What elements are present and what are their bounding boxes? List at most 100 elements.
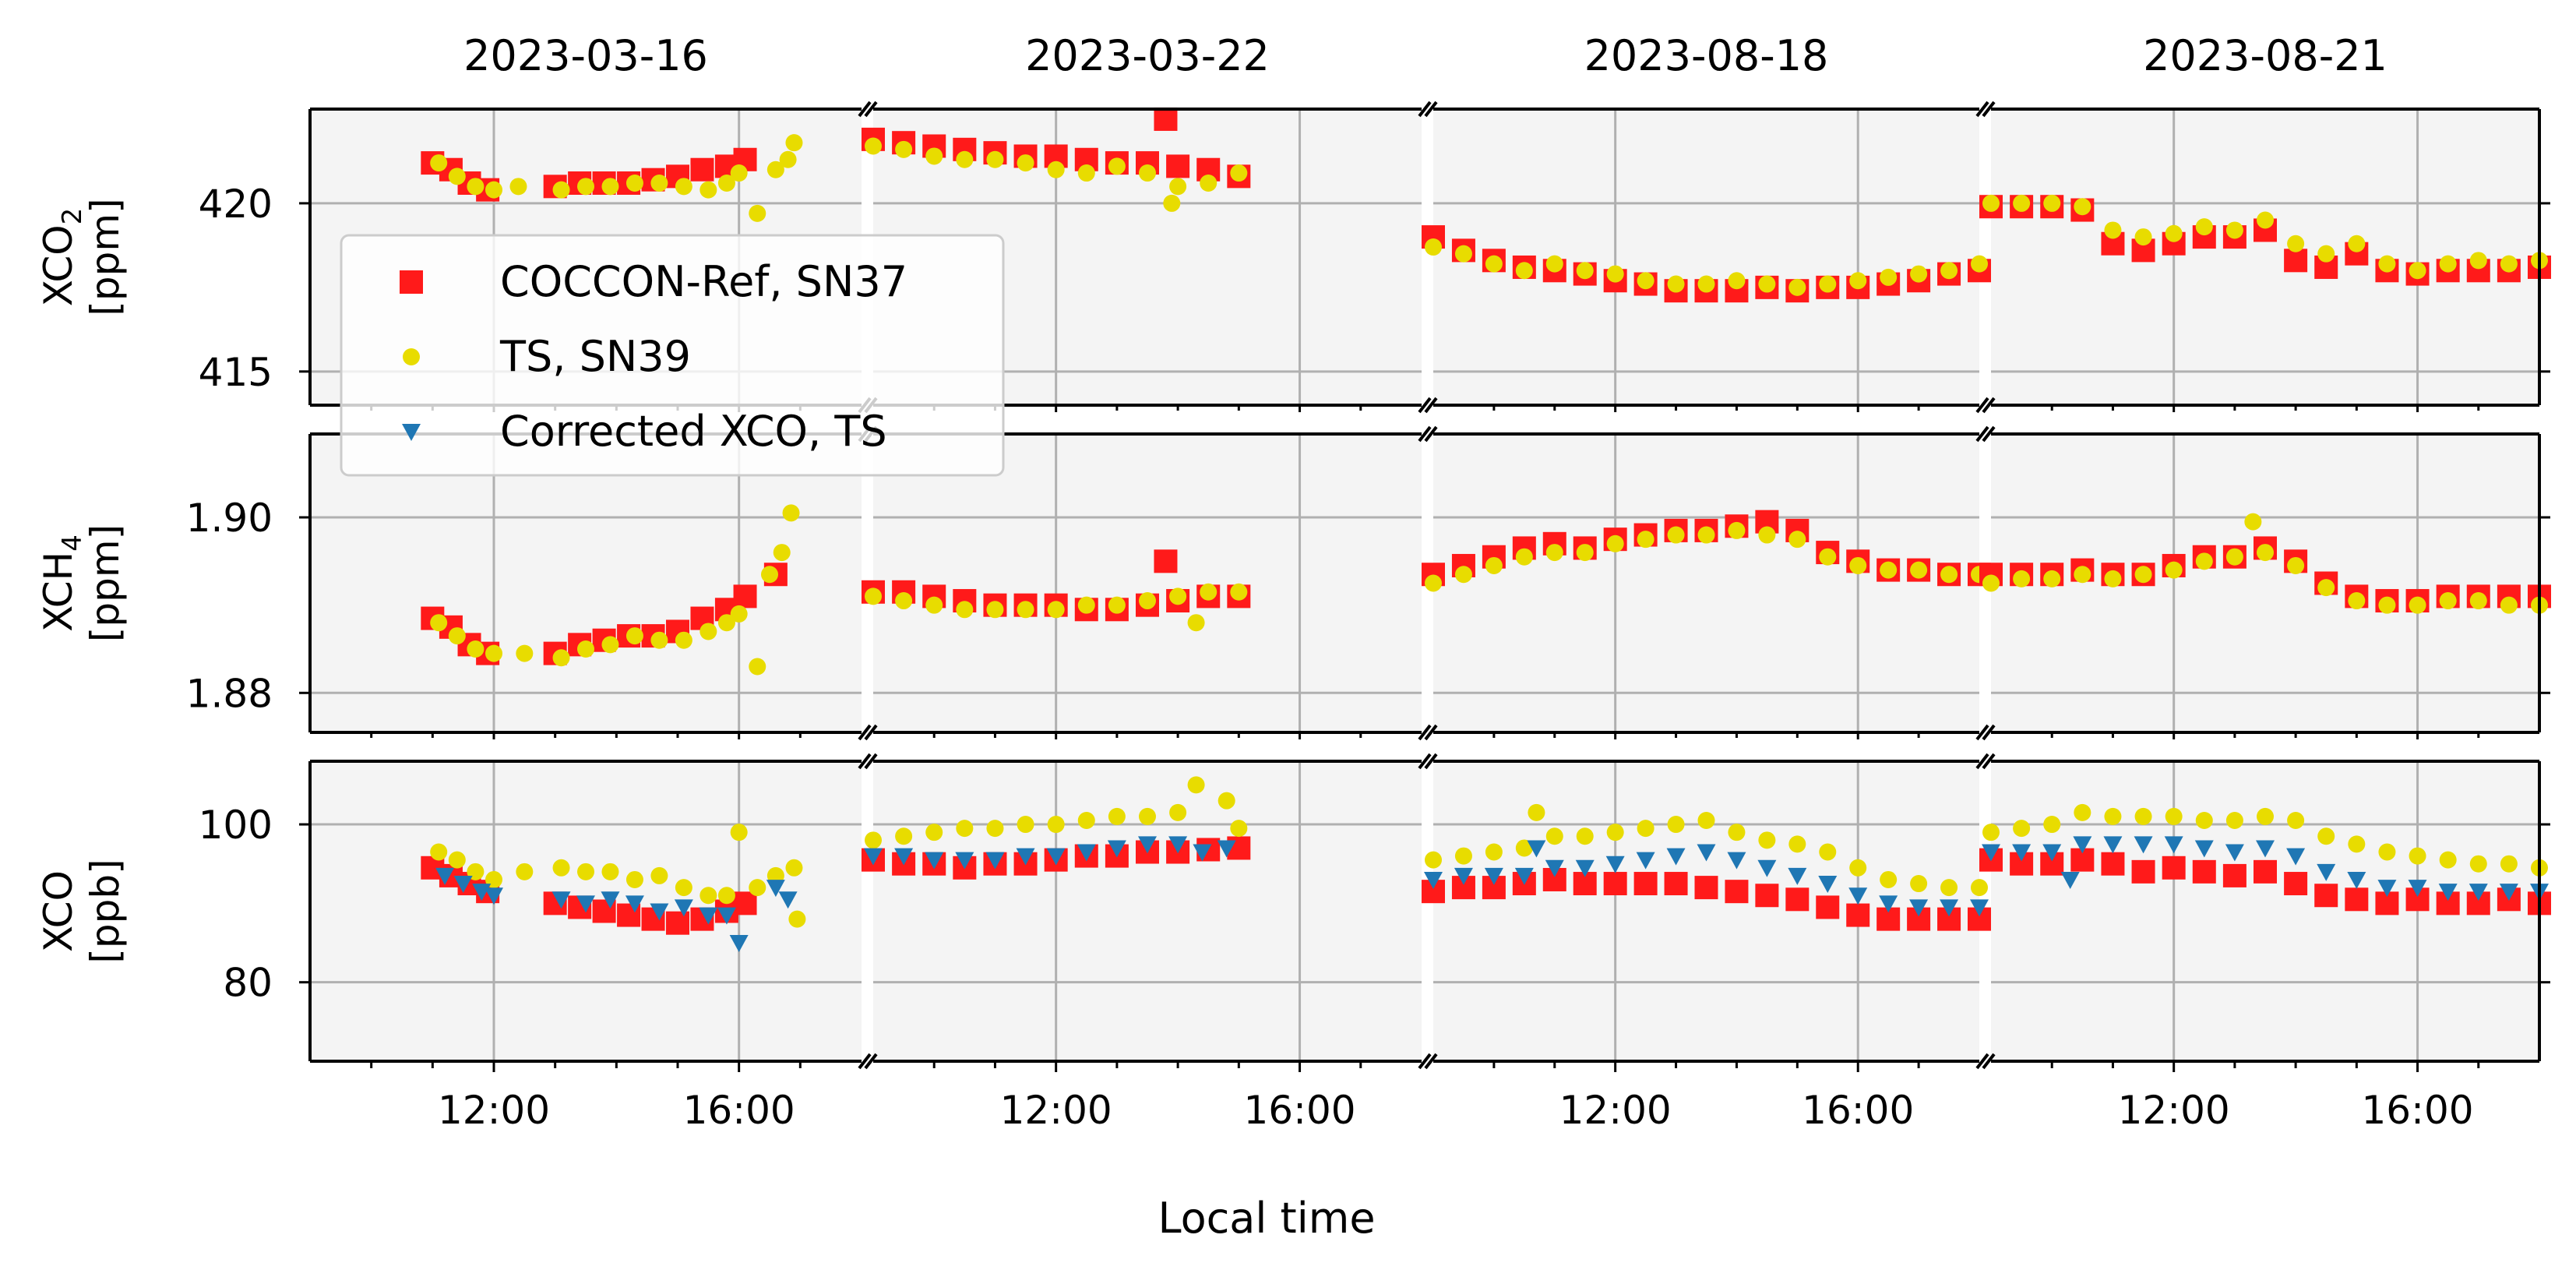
point-circle-xco2	[1485, 255, 1503, 273]
point-circle-xch4	[552, 649, 570, 667]
point-circle-xco2	[430, 154, 448, 172]
point-circle-xco2	[577, 178, 594, 196]
point-circle-xco	[2043, 816, 2061, 834]
point-triangle-xco	[894, 848, 914, 866]
point-circle-xco2	[1880, 268, 1898, 286]
axis-break-mark	[1418, 724, 1438, 741]
axis-break-mark	[1418, 101, 1438, 118]
point-circle-xco2	[925, 147, 943, 165]
point-triangle-xco	[453, 876, 473, 894]
x-axis-label: Local time	[1158, 1194, 1375, 1243]
point-circle-xco	[577, 863, 594, 880]
point-square-xco	[1603, 872, 1627, 896]
day-title-2023-03-22: 2023-03-22	[1025, 31, 1270, 80]
point-circle-xco2	[1545, 255, 1563, 273]
point-triangle-xco	[1788, 867, 1807, 885]
point-circle-xco	[1545, 827, 1563, 845]
point-circle-xco	[2348, 835, 2366, 853]
point-circle-xco	[2225, 811, 2243, 829]
point-circle-xco2	[2195, 218, 2213, 236]
point-triangle-xco	[551, 891, 571, 909]
point-circle-xch4	[1545, 544, 1563, 562]
point-square-xco	[2131, 859, 2155, 884]
point-circle-xch4	[650, 631, 668, 649]
x-tick-label-2023-08-21-16:00: 16:00	[2362, 1088, 2474, 1133]
point-square-xco	[666, 911, 689, 935]
point-circle-xco	[1047, 816, 1065, 834]
point-circle-xco	[2469, 855, 2487, 873]
point-circle-xco2	[1637, 272, 1654, 290]
point-triangle-xco	[1514, 867, 1534, 885]
point-square-xco	[2254, 859, 2277, 884]
point-circle-xch4	[485, 644, 502, 662]
point-circle-xco2	[1982, 194, 2000, 212]
point-circle-xco2	[1169, 178, 1187, 196]
point-circle-xco	[986, 820, 1004, 838]
point-circle-xco2	[700, 181, 717, 199]
point-circle-xco	[1454, 847, 1472, 865]
data-points	[1422, 803, 1991, 931]
point-circle-xch4	[430, 614, 448, 632]
point-circle-xch4	[2165, 561, 2183, 579]
point-triangle-xco	[1424, 871, 1443, 889]
data-points	[862, 549, 1251, 632]
point-circle-xco2	[2043, 194, 2061, 212]
point-triangle-xco	[2103, 836, 2123, 854]
legend-frame	[340, 234, 1005, 477]
point-circle-xch4	[1667, 526, 1685, 544]
point-circle-xco2	[1108, 157, 1126, 175]
point-circle-xco2	[485, 181, 502, 199]
panel-xco2-2023-08-18	[1418, 101, 1991, 414]
point-circle-xch4	[749, 658, 766, 676]
point-circle-xch4	[1819, 548, 1837, 566]
point-triangle-xco	[1016, 848, 1035, 866]
point-triangle-xco	[2347, 871, 2366, 889]
point-circle-xch4	[956, 601, 974, 619]
point-circle-xco	[925, 824, 943, 841]
point-circle-xco2	[467, 178, 485, 196]
point-triangle-xco	[485, 887, 503, 905]
point-circle-xch4	[1849, 556, 1867, 574]
point-circle-xco2	[448, 168, 466, 185]
point-circle-xch4	[448, 627, 466, 645]
point-triangle-xco	[1107, 840, 1126, 858]
point-triangle-xco	[625, 895, 644, 913]
point-circle-xco	[717, 887, 735, 905]
point-circle-xch4	[1758, 526, 1776, 544]
point-circle-xch4	[773, 544, 791, 562]
point-circle-xco2	[717, 175, 735, 192]
point-circle-xco2	[2225, 221, 2243, 239]
panel-background	[1991, 109, 2539, 405]
point-circle-xch4	[1077, 596, 1095, 614]
point-square-xco	[1785, 887, 1810, 912]
axis-break-mark	[858, 101, 878, 118]
point-circle-xco	[1819, 843, 1837, 861]
point-circle-xco	[1758, 831, 1776, 849]
point-triangle-xco	[766, 880, 785, 898]
point-square-xco	[2284, 872, 2308, 896]
point-triangle-xco	[2286, 848, 2306, 866]
point-square-xco	[1816, 895, 1840, 919]
point-circle-xch4	[1606, 534, 1624, 552]
point-circle-xco	[700, 887, 717, 905]
point-circle-xch4	[1139, 592, 1156, 610]
point-triangle-xco	[2194, 840, 2214, 858]
point-triangle-xco	[1970, 899, 1989, 917]
point-circle-xco	[2074, 803, 2091, 821]
point-circle-xco	[1637, 820, 1654, 838]
point-circle-xco2	[1606, 265, 1624, 283]
point-triangle-xco	[2060, 871, 2080, 889]
point-circle-xch4	[1169, 587, 1187, 605]
point-triangle-xco	[1046, 848, 1066, 866]
point-square-xco	[1633, 872, 1658, 896]
point-triangle-xco	[1168, 836, 1188, 854]
point-circle-xco2	[1047, 161, 1065, 178]
point-circle-xco2	[1230, 164, 1248, 182]
panel-background	[873, 761, 1422, 1061]
panels-layer	[299, 101, 2551, 1072]
point-circle-xch4	[2469, 592, 2487, 610]
point-circle-xch4	[625, 627, 643, 645]
point-circle-xch4	[1454, 566, 1472, 584]
point-circle-xch4	[1940, 566, 1958, 584]
point-square-xco2	[690, 157, 714, 182]
